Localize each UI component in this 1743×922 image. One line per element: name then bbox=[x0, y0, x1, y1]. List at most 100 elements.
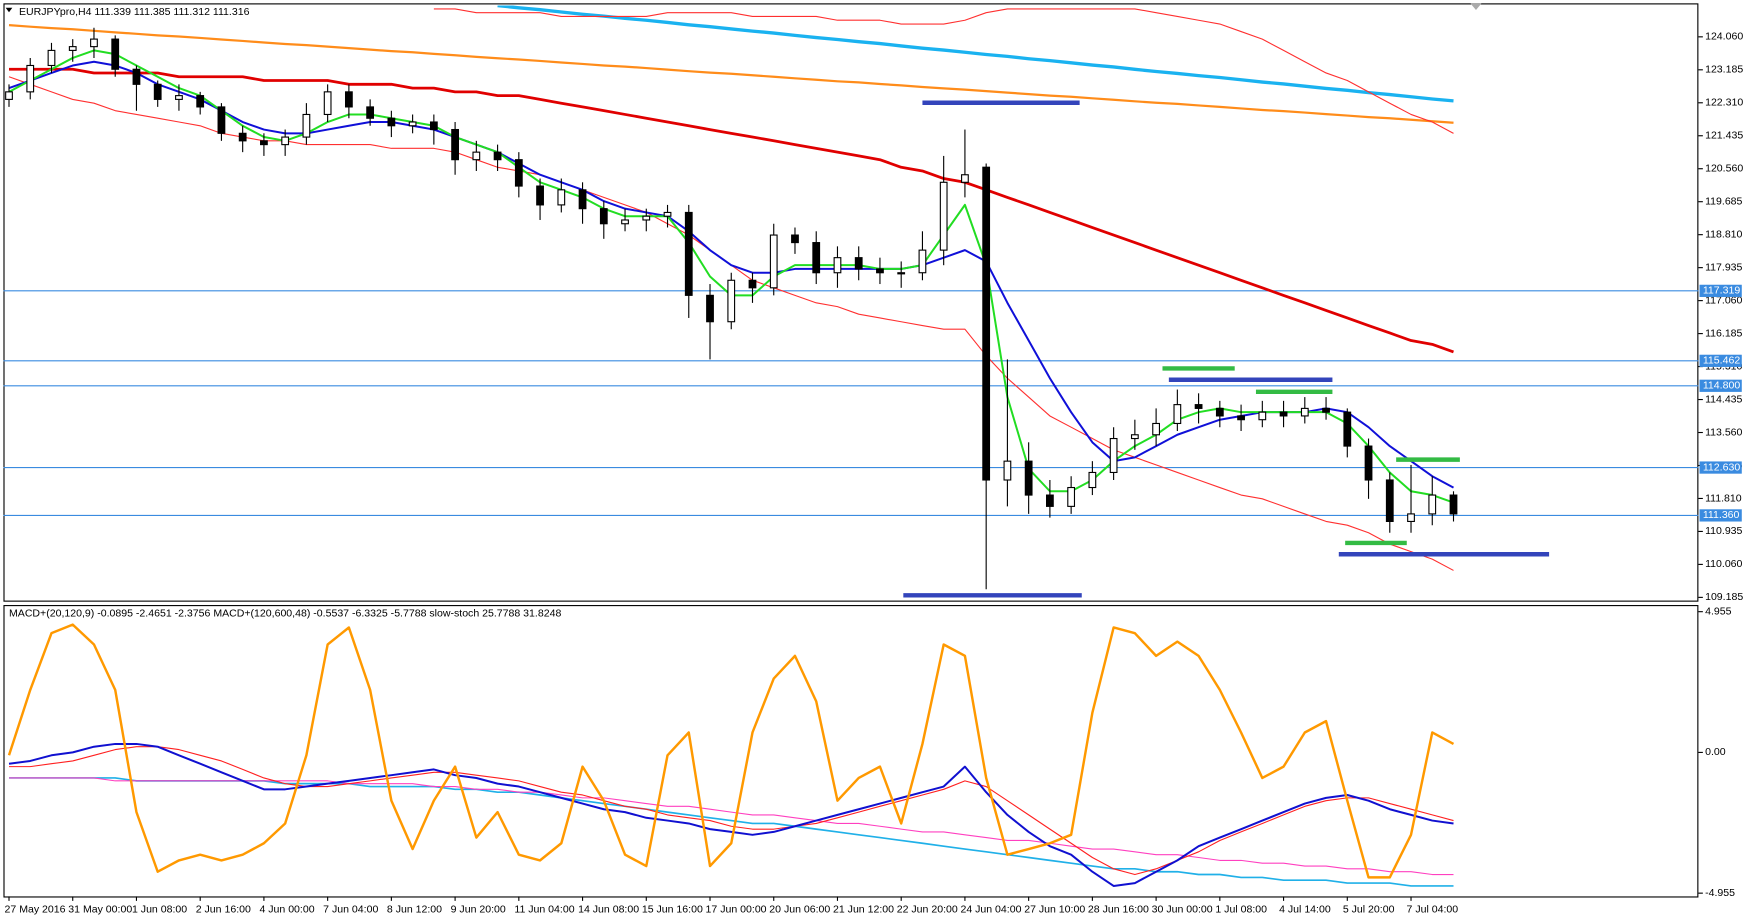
y-tick-label: 114.435 bbox=[1705, 393, 1742, 405]
menu-arrow[interactable] bbox=[5, 7, 13, 13]
candle-body bbox=[854, 257, 863, 270]
candle-body bbox=[1279, 411, 1288, 417]
candle-body bbox=[238, 132, 247, 142]
candle-body bbox=[1385, 479, 1394, 523]
candle-body bbox=[366, 106, 375, 119]
x-tick-label: 4 Jul 14:00 bbox=[1279, 904, 1331, 916]
candle-body bbox=[1130, 434, 1139, 440]
y-tick-label: 116.185 bbox=[1705, 327, 1742, 339]
indicator-line bbox=[8, 24, 1454, 124]
x-tick-label: 1 Jun 08:00 bbox=[132, 904, 187, 916]
y-tick-label: 113.560 bbox=[1705, 426, 1742, 438]
indicator-line bbox=[9, 746, 1454, 876]
candle-body bbox=[536, 185, 544, 206]
candle-body bbox=[26, 64, 35, 93]
candle-body bbox=[642, 215, 651, 221]
indicator-pane-frame bbox=[3, 605, 1699, 898]
candle-body bbox=[260, 140, 268, 146]
candle-body bbox=[748, 279, 757, 289]
x-tick-label: 27 May 2016 bbox=[5, 904, 66, 916]
candle-body bbox=[769, 234, 778, 289]
y-tick-label: 117.935 bbox=[1705, 261, 1742, 273]
x-tick-label: 31 May 00:00 bbox=[68, 904, 132, 916]
x-tick-label: 21 Jun 12:00 bbox=[833, 904, 894, 916]
candle-body bbox=[111, 38, 120, 70]
indicator-line bbox=[8, 60, 1454, 489]
candle-body bbox=[47, 49, 56, 67]
candle-body bbox=[323, 91, 332, 116]
candle-body bbox=[876, 268, 884, 274]
candle-body bbox=[706, 294, 714, 323]
shift-marker[interactable] bbox=[1470, 3, 1482, 11]
x-tick-label: 5 Jul 20:00 bbox=[1343, 904, 1395, 916]
candle-body bbox=[621, 219, 629, 225]
price-level-label: 111.360 bbox=[1703, 509, 1740, 521]
x-tick-label: 30 Jun 00:00 bbox=[1152, 904, 1213, 916]
candle-body bbox=[1024, 460, 1033, 496]
price-level-label: 112.630 bbox=[1703, 461, 1740, 473]
chart-title: EURJPYpro,H4 111.339 111.385 111.312 111… bbox=[19, 6, 250, 18]
y-tick-label: 110.935 bbox=[1705, 525, 1742, 537]
candle-body bbox=[599, 208, 608, 225]
candle-body bbox=[514, 159, 523, 187]
x-tick-label: 2 Jun 16:00 bbox=[196, 904, 251, 916]
candle-body bbox=[1088, 471, 1097, 489]
candle-body bbox=[1109, 437, 1118, 474]
indicator-line bbox=[8, 742, 1454, 887]
main-pane-frame bbox=[3, 3, 1699, 602]
x-tick-label: 11 Jun 04:00 bbox=[514, 904, 574, 916]
candle-body bbox=[472, 151, 481, 161]
y-tick-label: 123.185 bbox=[1705, 64, 1743, 76]
x-tick-label: 20 Jun 06:00 bbox=[769, 904, 830, 916]
y-tick-label: 4.955 bbox=[1705, 605, 1732, 617]
candle-body bbox=[982, 166, 991, 481]
x-tick-label: 9 Jun 20:00 bbox=[451, 904, 506, 916]
candle-body bbox=[833, 257, 842, 274]
candle-body bbox=[1343, 411, 1352, 447]
candle-body bbox=[1300, 407, 1309, 417]
y-tick-label: 111.810 bbox=[1705, 492, 1742, 504]
y-tick-label: -4.955 bbox=[1705, 887, 1735, 899]
x-tick-label: 15 Jun 16:00 bbox=[642, 904, 703, 916]
candle-body bbox=[812, 242, 821, 274]
candle-body bbox=[1258, 411, 1267, 421]
main-pane bbox=[3, 5, 1699, 598]
x-tick-label: 27 Jun 10:00 bbox=[1024, 904, 1085, 916]
indicator-pane bbox=[7, 623, 1455, 887]
y-tick-label: 121.435 bbox=[1705, 130, 1743, 142]
candle-body bbox=[939, 181, 948, 251]
price-level-label: 117.319 bbox=[1703, 285, 1740, 297]
y-tick-label: 0.00 bbox=[1705, 746, 1726, 758]
candle-body bbox=[387, 117, 396, 127]
candle-body bbox=[1407, 513, 1415, 523]
x-tick-label: 8 Jun 12:00 bbox=[387, 904, 442, 916]
candle-body bbox=[1237, 415, 1245, 421]
candle-body bbox=[429, 121, 438, 131]
y-tick-label: 117.060 bbox=[1705, 294, 1742, 306]
candle-body bbox=[132, 68, 141, 85]
price-level-tag bbox=[1699, 354, 1742, 367]
x-tick-label: 17 Jun 00:00 bbox=[706, 904, 767, 916]
candle-body bbox=[684, 211, 693, 296]
candle-body bbox=[918, 249, 927, 274]
candle-body bbox=[302, 113, 311, 138]
candle-body bbox=[217, 106, 226, 134]
x-tick-label: 4 Jun 00:00 bbox=[259, 904, 314, 916]
candle-body bbox=[408, 121, 417, 127]
indicator-title: MACD+(20,120,9) -0.0895 -2.4651 -2.3756 … bbox=[9, 608, 561, 620]
candle-body bbox=[1449, 494, 1458, 515]
candle-body bbox=[578, 189, 587, 210]
price-level-label: 115.462 bbox=[1703, 355, 1740, 367]
price-level-tag bbox=[1699, 509, 1742, 522]
candle-body bbox=[1215, 407, 1224, 417]
candle-body bbox=[1322, 407, 1330, 413]
y-tick-label: 110.060 bbox=[1705, 558, 1742, 570]
candle-body bbox=[281, 136, 290, 146]
candle-body bbox=[451, 128, 459, 161]
x-tick-label: 24 Jun 04:00 bbox=[960, 904, 1021, 916]
indicator-line bbox=[9, 777, 1454, 876]
y-tick-label: 124.060 bbox=[1705, 31, 1743, 43]
x-tick-label: 28 Jun 16:00 bbox=[1088, 904, 1149, 916]
x-tick-label: 7 Jul 04:00 bbox=[1407, 904, 1459, 916]
